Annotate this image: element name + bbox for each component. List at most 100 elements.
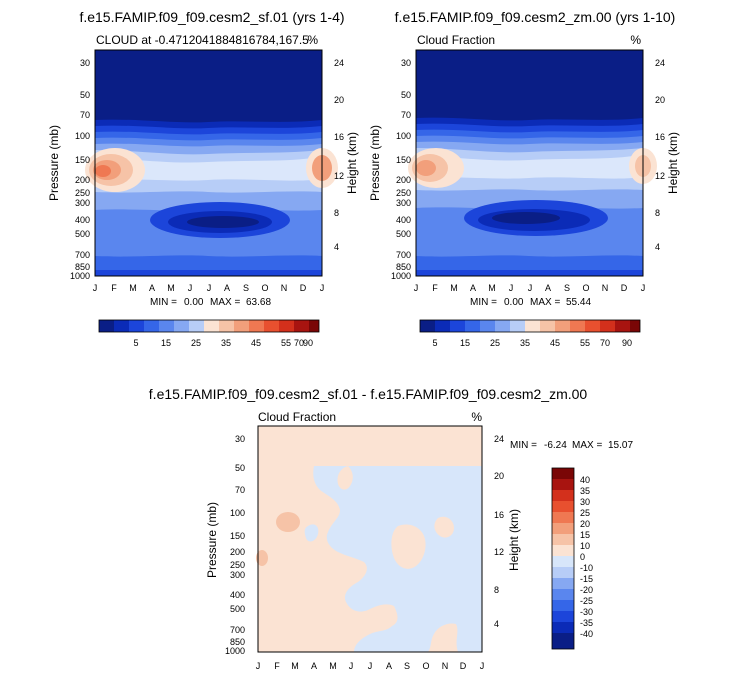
panel-3-ytick: 200 xyxy=(230,547,245,557)
colorbar-label: 35 xyxy=(221,338,231,348)
panel-3: f.e15.FAMIP.f09_f09.cesm2_sf.01 - f.e15.… xyxy=(149,386,634,671)
panel-3-xtick: J xyxy=(368,661,373,671)
colorbar-swatch xyxy=(204,320,219,332)
colorbar-label: 55 xyxy=(580,338,590,348)
panel-3-xtick: J xyxy=(349,661,354,671)
colorbar-label: -20 xyxy=(580,585,593,595)
panel-2-ytick: 30 xyxy=(401,58,411,68)
panel-1-mid-core-dark xyxy=(187,216,259,228)
colorbar-swatch xyxy=(555,320,570,332)
panel-3-xtick: A xyxy=(311,661,317,671)
colorbar-swatch xyxy=(174,320,189,332)
colorbar-label: -15 xyxy=(580,574,593,584)
colorbar-swatch xyxy=(495,320,510,332)
panel-2-xtick: M xyxy=(450,283,458,293)
panel-1-xtick: F xyxy=(111,283,117,293)
panel-3-ytick: 400 xyxy=(230,590,245,600)
panel-1-ytick: 1000 xyxy=(70,271,90,281)
colorbar-swatch xyxy=(552,534,574,545)
panel-2-ytick-right: 4 xyxy=(655,242,660,252)
panel-1-ytick: 850 xyxy=(75,262,90,272)
panel-3-y-ticks: 30 50 70 100 150 200 250 300 400 500 700… xyxy=(225,434,245,656)
colorbar-swatch xyxy=(552,512,574,523)
panel-2-band-blue7 xyxy=(426,156,633,179)
panel-2-ytick: 70 xyxy=(401,110,411,120)
panel-2-xtick: M xyxy=(488,283,496,293)
colorbar-swatch xyxy=(249,320,264,332)
panel-3-ytick-right: 24 xyxy=(494,434,504,444)
colorbar-label: 15 xyxy=(161,338,171,348)
colorbar-swatch xyxy=(552,633,574,649)
colorbar-label: 70 xyxy=(294,338,304,348)
panel-1-low-band xyxy=(95,258,322,270)
panel-1-xtick: N xyxy=(281,283,288,293)
panel-1-ytick-right: 16 xyxy=(334,132,344,142)
panel-3-salmon-patch-1 xyxy=(276,512,300,532)
panel-2-ytick-right: 24 xyxy=(655,58,665,68)
panel-3-colorbar-labels: 40 35 30 25 20 15 10 0 -10 -15 -20 -25 -… xyxy=(580,475,593,639)
panel-3-subtitle-left: Cloud Fraction xyxy=(258,410,336,424)
panel-3-ytick: 300 xyxy=(230,570,245,580)
colorbar-label: 5 xyxy=(432,338,437,348)
panel-1-max-value: 63.68 xyxy=(246,297,271,308)
panel-1-ytick: 100 xyxy=(75,131,90,141)
colorbar-label: 10 xyxy=(580,541,590,551)
panel-1-x-ticks: J F M A M J J A S O N D J xyxy=(93,283,325,293)
panel-3-positive-patch-1 xyxy=(391,524,426,569)
panel-2-y-ticks: 30 50 70 100 150 200 250 300 400 500 700… xyxy=(391,58,411,281)
panel-1-band-blue7 xyxy=(105,158,312,181)
colorbar-swatch xyxy=(615,320,630,332)
panel-3-ytick: 150 xyxy=(230,531,245,541)
panel-3-ytick-right: 8 xyxy=(494,585,499,595)
colorbar-swatch xyxy=(552,523,574,534)
colorbar-swatch xyxy=(189,320,204,332)
panel-3-xtick: J xyxy=(256,661,261,671)
panel-2-min-label: MIN = xyxy=(470,297,497,308)
colorbar-label: 15 xyxy=(460,338,470,348)
panel-1-ytick-right: 24 xyxy=(334,58,344,68)
panel-1-xtick: J xyxy=(207,283,212,293)
panel-3-subtitle-right: % xyxy=(471,410,482,424)
panel-2-xtick: A xyxy=(470,283,476,293)
panel-2-mid-core-dark xyxy=(492,212,560,224)
panel-1-xtick: A xyxy=(224,283,230,293)
colorbar-swatch xyxy=(219,320,234,332)
panel-1-ytick: 700 xyxy=(75,250,90,260)
panel-2-colorbar-labels: 5 15 25 35 45 55 70 90 xyxy=(432,338,632,348)
colorbar-frame xyxy=(551,467,575,650)
colorbar-swatch xyxy=(435,320,450,332)
colorbar-swatch xyxy=(264,320,279,332)
panel-2-ytick: 850 xyxy=(396,262,411,272)
panel-2-ytick: 400 xyxy=(396,215,411,225)
panel-1-left-max-4 xyxy=(95,165,111,177)
panel-2-xtick: J xyxy=(641,283,646,293)
panel-3-x-ticks: J F M A M J J A S O N D J xyxy=(256,661,485,671)
colorbar-swatch xyxy=(630,320,640,332)
panel-1-ytick: 50 xyxy=(80,90,90,100)
panel-3-xtick: M xyxy=(291,661,299,671)
panel-2-xtick: F xyxy=(432,283,438,293)
panel-2-xtick: J xyxy=(509,283,514,293)
colorbar-label: 35 xyxy=(580,486,590,496)
colorbar-frame xyxy=(419,319,641,333)
panel-2-subtitle-left: Cloud Fraction xyxy=(417,33,495,47)
panel-3-ytick: 250 xyxy=(230,560,245,570)
colorbar-swatch xyxy=(600,320,615,332)
panel-2-ytick: 500 xyxy=(396,229,411,239)
colorbar-swatch xyxy=(279,320,294,332)
colorbar-swatch xyxy=(144,320,159,332)
panel-2-ytick-right: 12 xyxy=(655,171,665,181)
panel-2-ytick-right: 16 xyxy=(655,132,665,142)
panel-1-frame xyxy=(94,49,323,277)
colorbar-swatch xyxy=(585,320,600,332)
colorbar-swatch xyxy=(99,320,114,332)
panel-2-ytick: 200 xyxy=(396,175,411,185)
panel-2-low-band xyxy=(416,258,643,270)
panel-2-frame xyxy=(415,49,644,277)
panel-3-xtick: J xyxy=(480,661,485,671)
colorbar-swatch xyxy=(552,567,574,578)
panel-3-title: f.e15.FAMIP.f09_f09.cesm2_sf.01 - f.e15.… xyxy=(149,386,588,402)
panel-2-ytick: 700 xyxy=(396,250,411,260)
panel-1-title: f.e15.FAMIP.f09_f09.cesm2_sf.01 (yrs 1-4… xyxy=(79,9,344,25)
